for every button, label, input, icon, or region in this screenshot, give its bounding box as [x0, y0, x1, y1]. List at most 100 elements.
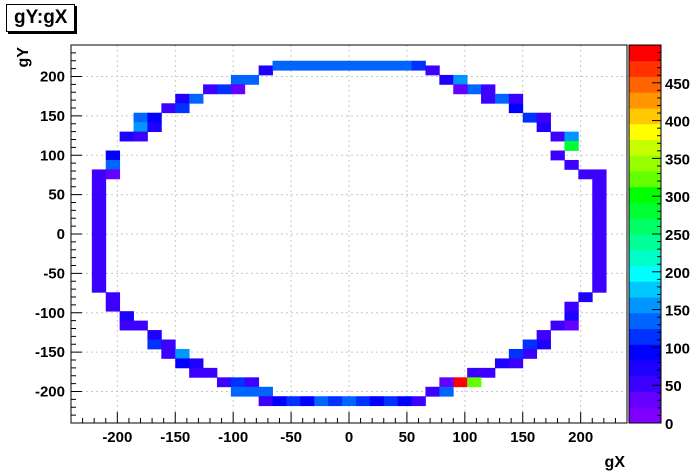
- heatmap-cell: [536, 339, 551, 350]
- palette-tick-label: 300: [665, 189, 690, 206]
- palette-swatch: [629, 171, 661, 188]
- heatmap-cell: [91, 178, 107, 189]
- heatmap-cell: [258, 396, 273, 407]
- heatmap-cell: [508, 103, 524, 114]
- palette-swatch: [629, 76, 661, 93]
- palette-swatch: [629, 312, 661, 329]
- heatmap-cell: [494, 358, 510, 369]
- heatmap-cell: [508, 348, 524, 359]
- heatmap-cell: [342, 60, 357, 71]
- heatmap-cell: [522, 339, 538, 350]
- palette-swatch: [629, 391, 661, 408]
- heatmap-cell: [328, 60, 343, 71]
- heatmap-cell: [564, 159, 579, 170]
- palette-swatch: [629, 139, 661, 156]
- palette-swatch: [629, 155, 661, 172]
- heatmap-cell: [592, 254, 607, 265]
- heatmap-cell: [592, 216, 607, 227]
- heatmap-cell: [203, 367, 218, 378]
- heatmap-cell: [578, 169, 593, 180]
- heatmap-cell: [91, 169, 107, 180]
- palette-swatch: [629, 249, 661, 266]
- heatmap-cell: [592, 207, 607, 218]
- heatmap-cell: [342, 396, 357, 407]
- heatmap-cell: [397, 60, 412, 71]
- heatmap-cell: [536, 330, 551, 340]
- heatmap-cell: [467, 367, 482, 378]
- x-tick-label: 50: [399, 429, 416, 446]
- heatmap-cell: [91, 216, 107, 227]
- heatmap-cell: [397, 396, 412, 407]
- heatmap-cell: [161, 348, 176, 359]
- heatmap-cell: [105, 292, 121, 303]
- x-tick-label: -100: [218, 429, 248, 446]
- heatmap-cell: [91, 282, 107, 293]
- y-tick-label: 200: [40, 69, 65, 86]
- palette-tick-label: 200: [665, 265, 690, 282]
- heatmap-cell: [522, 112, 538, 123]
- heatmap-cell: [244, 386, 260, 397]
- y-tick-label: 100: [40, 147, 65, 164]
- heatmap-cell: [508, 93, 524, 104]
- y-tick-label: -100: [35, 305, 65, 322]
- y-tick-label: 50: [48, 187, 65, 204]
- heatmap-cell: [564, 141, 579, 151]
- heatmap-cell: [189, 358, 204, 369]
- heatmap-cell: [91, 207, 107, 218]
- heatmap-cell: [314, 60, 329, 71]
- heatmap-cell: [411, 60, 426, 71]
- heatmap-cell: [175, 103, 190, 114]
- heatmap-cell: [175, 358, 190, 369]
- heatmap-cell: [133, 131, 148, 142]
- heatmap-cell: [91, 226, 107, 236]
- heatmap-cell: [592, 263, 607, 274]
- heatmap-cell: [91, 235, 107, 246]
- heatmap-cell: [453, 377, 468, 388]
- heatmap-cell: [272, 60, 287, 71]
- y-axis: -200 -150 -100 -50 0 50 100 150 200: [35, 44, 82, 424]
- heatmap-cell: [481, 367, 496, 378]
- heatmap-cell: [536, 122, 551, 133]
- heatmap-cell: [161, 103, 176, 114]
- heatmap-cell: [105, 301, 121, 312]
- heatmap-cell: [147, 122, 162, 133]
- heatmap-cell: [203, 84, 218, 95]
- heatmap-cell: [230, 74, 246, 85]
- heatmap-cell: [592, 273, 607, 284]
- heatmap-cell: [536, 112, 551, 123]
- palette-swatch: [629, 92, 661, 109]
- heatmap-cell: [105, 169, 121, 180]
- heatmap-cell: [189, 93, 204, 104]
- y-tick-label: 0: [57, 226, 65, 243]
- heatmap-cell: [467, 377, 482, 388]
- heatmap-cell: [133, 122, 148, 133]
- heatmap-cell: [467, 84, 482, 95]
- heatmap-cell: [133, 112, 148, 123]
- palette-swatch: [629, 202, 661, 219]
- heatmap-cell: [244, 74, 260, 85]
- heatmap-cell: [119, 311, 134, 322]
- heatmap-cell: [314, 396, 329, 407]
- heatmap-cell: [91, 254, 107, 265]
- heatmap-cell: [175, 93, 190, 104]
- y-tick-label: -150: [35, 344, 65, 361]
- heatmap-cell: [286, 60, 301, 71]
- heatmap-cell: [244, 377, 260, 388]
- heatmap-cell: [592, 226, 607, 236]
- heatmap-cell: [230, 386, 246, 397]
- chart-title: gY:gX: [6, 4, 76, 32]
- heatmap-cell: [105, 159, 121, 170]
- y-tick-label: -200: [35, 384, 65, 401]
- heatmap-cell: [564, 311, 579, 322]
- color-palette: 0 50 100 150 200 250 300 350 400 450: [628, 44, 690, 433]
- heatmap-cell: [175, 348, 190, 359]
- heatmap-cell: [230, 377, 246, 388]
- heatmap-cell: [216, 377, 232, 388]
- palette-swatch: [629, 234, 661, 251]
- heatmap-cell: [91, 245, 107, 255]
- palette-swatch: [629, 108, 661, 125]
- x-axis: -200 -150 -100 -50 0 50 100 150 200: [70, 412, 628, 446]
- heatmap-cell: [147, 330, 162, 340]
- heatmap-cell: [161, 339, 176, 350]
